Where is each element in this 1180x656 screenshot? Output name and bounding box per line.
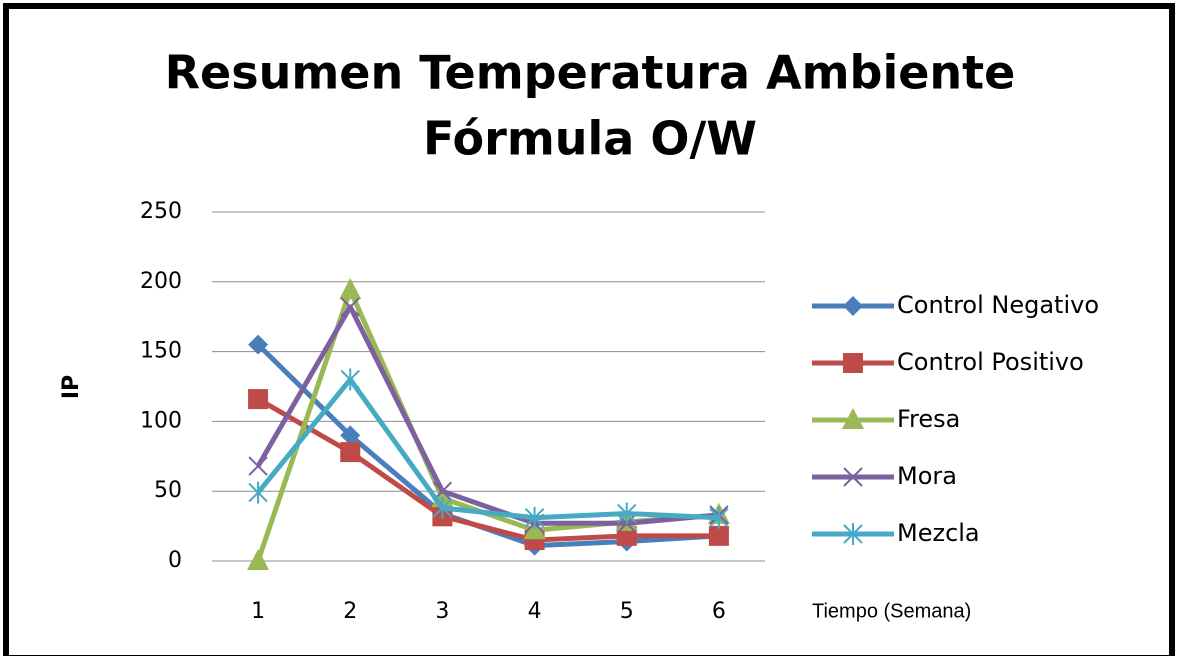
y-axis-label: IP <box>59 375 84 399</box>
data-point <box>617 502 637 525</box>
chart-title: Resumen Temperatura Ambiente <box>165 46 1016 100</box>
y-tick-label: 100 <box>140 408 182 433</box>
y-tick-label: 50 <box>154 478 182 503</box>
x-tick-label: 5 <box>620 599 634 624</box>
legend-label: Mezcla <box>897 519 980 547</box>
y-tick-label: 0 <box>168 548 182 573</box>
data-point <box>248 334 269 355</box>
legend-label: Fresa <box>897 405 960 433</box>
y-tick-label: 200 <box>140 269 182 294</box>
legend-marker <box>843 523 863 545</box>
data-point <box>709 506 729 529</box>
series-line <box>255 304 720 526</box>
legend-marker <box>843 296 863 316</box>
data-point <box>248 389 269 410</box>
data-point <box>340 297 360 317</box>
series-line <box>256 396 719 543</box>
x-tick-label: 4 <box>528 599 542 624</box>
data-point <box>340 442 361 463</box>
data-point <box>340 368 360 391</box>
legend-marker <box>842 408 864 429</box>
data-point <box>339 278 362 300</box>
x-axis-label: Tiempo (Semana) <box>812 600 971 622</box>
legend-label: Control Positivo <box>897 348 1084 376</box>
y-tick-label: 250 <box>140 199 182 224</box>
legend-label: Mora <box>897 462 957 490</box>
y-tick-label: 150 <box>140 339 182 364</box>
data-point <box>247 549 270 570</box>
legend-label: Control Negativo <box>897 291 1099 319</box>
chart-title: Fórmula O/W <box>423 112 757 166</box>
data-point <box>248 456 268 476</box>
x-tick-label: 3 <box>435 599 449 624</box>
data-point <box>708 525 729 546</box>
x-tick-label: 1 <box>251 599 265 624</box>
data-point <box>340 425 361 446</box>
chart-frame <box>3 3 1175 656</box>
series-line <box>256 377 720 521</box>
x-tick-label: 6 <box>712 599 726 624</box>
x-tick-label: 2 <box>343 599 357 624</box>
data-point <box>524 506 545 529</box>
data-point <box>523 518 546 540</box>
data-point <box>432 496 453 519</box>
legend-marker <box>843 467 863 487</box>
data-point <box>248 481 268 504</box>
legend-marker <box>843 353 863 373</box>
